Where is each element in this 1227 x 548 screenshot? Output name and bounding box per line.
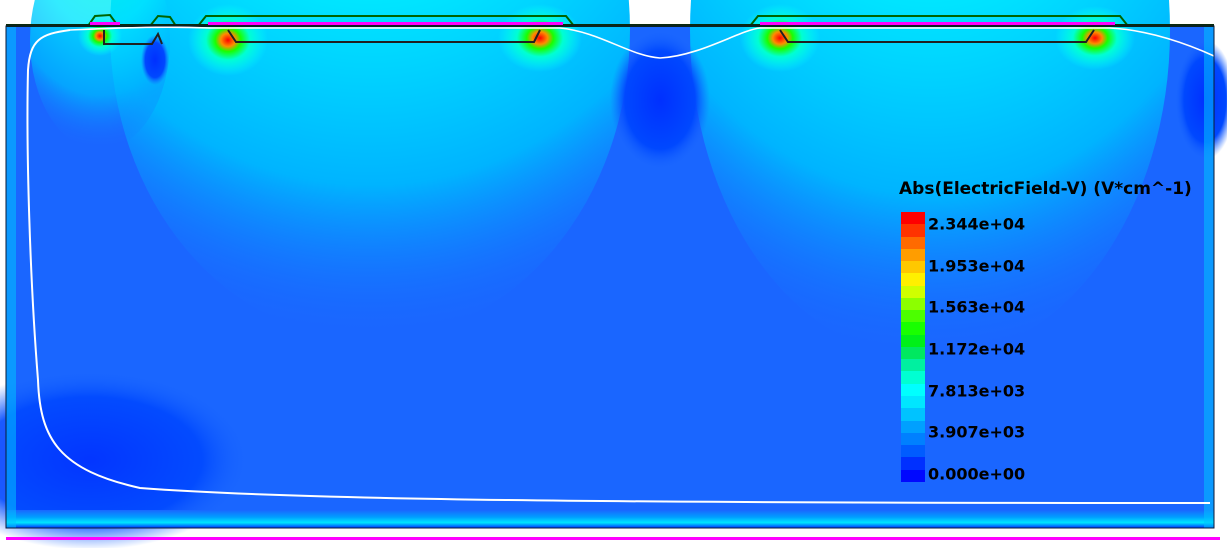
color-scale-step xyxy=(901,322,925,335)
field-lobe-left xyxy=(110,0,630,340)
color-scale-step xyxy=(901,457,925,470)
color-scale-step xyxy=(901,273,925,286)
contact-top-3 xyxy=(760,22,1115,25)
field-lobe-right xyxy=(690,0,1170,360)
color-scale-step xyxy=(901,445,925,458)
color-scale-step xyxy=(901,395,925,409)
legend-tick-label: 0.000e+00 xyxy=(928,464,1026,484)
implant-outline-1 xyxy=(103,30,163,45)
low-field-corner xyxy=(0,370,250,548)
low-field-pocket-3 xyxy=(141,35,169,85)
color-scale-step xyxy=(901,297,925,311)
contact-top-2 xyxy=(208,22,563,25)
low-field-pocket-1 xyxy=(610,30,710,170)
implant-outline-3 xyxy=(779,29,1095,43)
color-scale-step xyxy=(901,346,925,360)
legend-tick-label: 3.907e+03 xyxy=(928,422,1026,442)
hotspot-2 xyxy=(188,4,268,76)
junction-line xyxy=(26,29,1211,504)
color-scale-step xyxy=(901,310,925,323)
color-scale-step xyxy=(901,420,925,433)
color-scale-step xyxy=(901,432,925,446)
color-scale-step xyxy=(901,212,925,225)
color-scale-step xyxy=(901,469,925,482)
implant-outline-2 xyxy=(227,29,541,43)
device-frame xyxy=(5,25,1215,529)
legend-tick-label: 1.953e+04 xyxy=(928,256,1026,276)
left-edge xyxy=(6,26,16,528)
color-scale-step xyxy=(901,334,925,347)
color-scale-step xyxy=(901,261,925,274)
color-scale-step xyxy=(901,248,925,262)
contact-bottom xyxy=(6,537,1220,540)
hotspot-3 xyxy=(498,4,582,72)
color-scale-step xyxy=(901,236,925,249)
color-scale-step xyxy=(901,359,925,372)
junction-line-top xyxy=(69,26,1215,59)
hotspot-4 xyxy=(740,4,820,72)
right-edge xyxy=(1204,26,1214,528)
color-scale-step xyxy=(901,371,925,384)
contact-top-1 xyxy=(90,22,120,25)
legend-title: Abs(ElectricField-V) (V*cm^-1) xyxy=(899,179,1192,199)
legend-tick-label: 1.172e+04 xyxy=(928,339,1026,359)
color-scale-step xyxy=(901,224,925,237)
legend-tick-label: 2.344e+04 xyxy=(928,214,1026,234)
color-scale-step xyxy=(901,383,925,396)
bottom-band xyxy=(6,510,1214,528)
color-scale-step xyxy=(901,285,925,298)
color-scale-bar xyxy=(901,212,925,482)
legend-tick-label: 1.563e+04 xyxy=(928,297,1026,317)
color-scale-step xyxy=(901,408,925,421)
legend-tick-label: 7.813e+03 xyxy=(928,381,1026,401)
field-lobe-small xyxy=(30,0,170,150)
